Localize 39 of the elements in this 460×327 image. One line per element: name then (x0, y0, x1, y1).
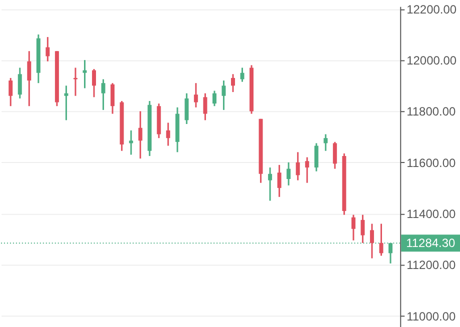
candlestick (110, 82, 115, 115)
y-tick-label: 11400.00 (406, 207, 456, 222)
candlestick (194, 82, 198, 108)
candlestick (129, 130, 134, 156)
candlestick (18, 66, 22, 100)
y-tick-label: 11800.00 (406, 104, 456, 119)
candlestick (360, 214, 365, 244)
candlestick (286, 162, 291, 186)
y-tick-label: 11000.00 (406, 309, 456, 324)
candlestick (231, 73, 235, 93)
candlestick (203, 92, 208, 121)
candlestick (46, 36, 50, 62)
candlestick (138, 110, 142, 160)
candlestick (101, 78, 106, 111)
candlestick (64, 84, 68, 121)
candlestick (296, 151, 300, 182)
y-tick-label: 11200.00 (406, 258, 456, 272)
candlestick (324, 133, 328, 152)
candlestick (27, 50, 32, 107)
y-tick-label: 12000.00 (406, 54, 457, 68)
candlestick (379, 223, 384, 256)
candlestick (212, 90, 216, 107)
y-tick-label: 12200.00 (406, 2, 457, 16)
candlestick (92, 68, 96, 98)
candlestick (166, 122, 170, 147)
candlestick (184, 92, 189, 125)
candlestick (277, 164, 282, 198)
candlestick (332, 141, 337, 170)
candlestick (370, 223, 374, 260)
candlestick (305, 156, 310, 184)
candlestick (240, 66, 244, 83)
candlestick (82, 59, 87, 89)
candlestick (222, 80, 226, 111)
ref-line-label: 11284.30 (406, 236, 456, 250)
y-tick-label: 11600.00 (406, 156, 456, 170)
candlestick (314, 142, 318, 172)
candlestick (268, 166, 272, 202)
candlestick (351, 214, 356, 242)
candlestick (8, 77, 13, 107)
